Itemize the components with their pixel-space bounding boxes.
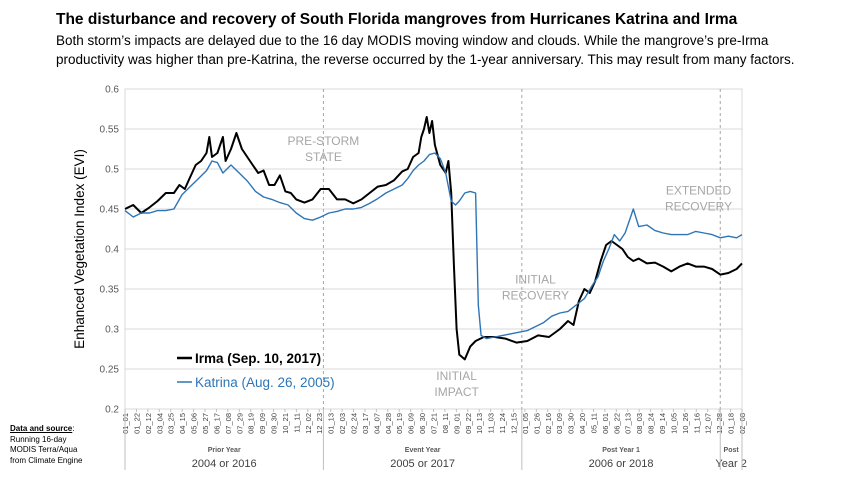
y-tick-label: 0.55 [100, 125, 120, 136]
annotation-text: EXTENDED [666, 184, 732, 198]
x-tick-label: 01_18 [727, 413, 736, 434]
x-tick-label: 05_06 [190, 413, 199, 434]
x-tick-label: 11_16 [692, 413, 701, 433]
annotation-text: RECOVERY [502, 288, 569, 302]
y-tick-label: 0.25 [100, 365, 120, 376]
chart-title: The disturbance and recovery of South Fl… [56, 11, 738, 28]
y-tick-label: 0.4 [105, 245, 119, 256]
x-tick-label: 01_26 [532, 413, 541, 434]
x-tick-label: 08_03 [635, 413, 644, 434]
x-tick-label: 10_13 [475, 413, 484, 434]
x-tick-label: 09_22 [464, 413, 473, 434]
x-tick-label: 06_17 [212, 413, 221, 434]
source-note: Data and source: Running 16-day MODIS Te… [10, 424, 82, 466]
x-tick-label: 05_19 [395, 413, 404, 434]
y-tick-label: 0.45 [100, 205, 120, 216]
x-tick-label: 12_07 [704, 413, 713, 434]
source-colon: : [72, 424, 75, 433]
x-tick-label: 07_29 [235, 413, 244, 434]
x-tick-label: 05_11 [589, 413, 598, 433]
x-tick-label: 07_21 [430, 413, 439, 434]
x-tick-label: 12_23 [315, 413, 324, 434]
x-tick-label: 07_08 [224, 413, 233, 434]
x-tick-label: 03_30 [567, 413, 576, 434]
source-line-3: from Climate Engine [10, 455, 83, 465]
x-tick-label: 12_02 [304, 413, 313, 434]
x-tick-label: 04_07 [372, 413, 381, 434]
period-years: 2006 or 2018 [589, 458, 654, 470]
annotation-text: STATE [305, 150, 342, 164]
x-tick-label: 09_14 [658, 413, 667, 434]
x-tick-label: 10_05 [669, 413, 678, 434]
x-tick-label: 08_11 [441, 413, 450, 433]
series-line-katrina [124, 152, 743, 340]
annotation-text: INITIAL [515, 272, 556, 286]
x-tick-label: 06_30 [418, 413, 427, 434]
x-tick-label: 04_15 [178, 413, 187, 434]
annotation-text: INITIAL [436, 369, 477, 383]
x-tick-label: 11_11 [292, 413, 301, 433]
x-tick-label: 02_24 [350, 413, 359, 434]
x-tick-label: 11_03 [487, 413, 496, 433]
legend-label: Katrina (Aug. 26, 2005) [195, 375, 335, 390]
x-tick-label: 02_03 [338, 413, 347, 434]
x-tick-label: 09_09 [258, 413, 267, 434]
y-tick-label: 0.6 [105, 85, 119, 96]
x-tick-label: 04_28 [384, 413, 393, 434]
x-tick-label: 08_19 [247, 413, 256, 434]
chart-subtitle-line-2: productivity was higher than pre-Katrina… [56, 52, 795, 67]
x-tick-label: 09_01 [452, 413, 461, 434]
x-tick-label: 09_30 [270, 413, 279, 434]
x-tick-label: 05_27 [201, 413, 210, 434]
x-tick-label: 03_17 [361, 413, 370, 434]
x-tick-label: 01_13 [327, 413, 336, 434]
x-tick-label: 06_09 [407, 413, 416, 434]
series-line-irma [124, 116, 743, 361]
y-tick-label: 0.5 [105, 165, 119, 176]
x-tick-label: 01_05 [521, 413, 530, 434]
x-tick-label: 11_24 [498, 413, 507, 433]
y-axis-title: Enhanced Vegetation Index (EVI) [72, 149, 87, 349]
x-tick-label: 06_22 [612, 413, 621, 434]
annotation-text: RECOVERY [665, 200, 732, 214]
period-label: Event Year [405, 447, 441, 454]
period-label: Post Year 1 [602, 447, 640, 454]
x-tick-label: 10_26 [681, 413, 690, 434]
period-label: Post [724, 447, 740, 454]
x-tick-label: 02_12 [144, 413, 153, 434]
x-tick-label: 02_16 [544, 413, 553, 434]
y-tick-label: 0.3 [105, 325, 119, 336]
x-tick-label: 06_01 [601, 413, 610, 434]
period-label: Prior Year [208, 447, 241, 454]
x-tick-label: 03_09 [555, 413, 564, 434]
y-tick-label: 0.35 [100, 285, 120, 296]
x-tick-label: 04_20 [578, 413, 587, 434]
x-tick-label: 01_22 [132, 413, 141, 434]
source-heading: Data and source [10, 424, 73, 433]
period-years: 2005 or 2017 [390, 458, 455, 470]
legend-label: Irma (Sep. 10, 2017) [195, 351, 321, 366]
source-line-2: MODIS Terra/Aqua [10, 445, 78, 454]
x-tick-label: 03_25 [167, 413, 176, 434]
annotation-text: IMPACT [434, 385, 479, 399]
x-tick-label: 08_24 [647, 413, 656, 434]
x-tick-label: 12_28 [715, 413, 724, 434]
period-years: Year 2 [715, 458, 746, 470]
source-line-1: Running 16-day [10, 434, 67, 444]
x-tick-label: 12_15 [509, 413, 518, 434]
chart-subtitle-line-1: Both storm’s impacts are delayed due to … [56, 33, 769, 48]
x-tick-label: 07_13 [624, 413, 633, 434]
x-tick-label: 03_04 [155, 413, 164, 434]
period-years: 2004 or 2016 [192, 458, 257, 470]
y-tick-label: 0.2 [105, 405, 119, 416]
annotation-text: PRE-STORM [288, 134, 360, 148]
x-tick-label: 10_21 [281, 413, 290, 434]
